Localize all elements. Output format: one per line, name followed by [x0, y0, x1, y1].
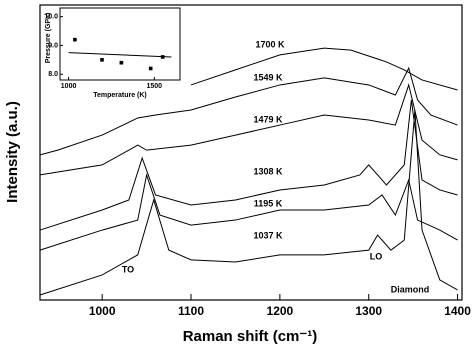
y-axis-label: Intensity (a.u.) [4, 101, 21, 203]
inset-frame [59, 7, 181, 81]
series-label: 1037 K [253, 230, 283, 240]
annotation: TO [122, 264, 134, 274]
series-label: 1549 K [253, 72, 283, 82]
x-tick-label: 1000 [89, 304, 116, 318]
series-label: 1308 K [253, 166, 283, 176]
annotation: LO [370, 251, 383, 261]
inset-x-tick-label: 1500 [146, 83, 162, 90]
spectrum-line [39, 66, 458, 156]
x-tick-label: 1100 [178, 304, 204, 318]
spectrum-line [39, 109, 458, 296]
x-axis-label: Raman shift (cm⁻¹) [183, 328, 318, 345]
series-label: 1700 K [255, 39, 285, 49]
spectrum-line [39, 99, 458, 231]
inset-point [148, 66, 153, 71]
inset-point [160, 55, 165, 59]
spectrum-line [39, 83, 458, 176]
spectrum-line [190, 47, 458, 91]
spectrum-line [39, 172, 458, 251]
inset-point [100, 58, 104, 62]
inset-y-tick-label: 10.0 [44, 13, 58, 20]
inset-y-tick-label: 8.0 [48, 71, 58, 78]
inset-point [119, 60, 124, 65]
plot-frame [39, 4, 463, 301]
inset-fit-line [68, 52, 172, 58]
inset-x-label: Temperature (K) [93, 92, 147, 99]
x-tick-label: 1400 [444, 304, 471, 318]
inset-y-label: Pressure (GPa) [45, 13, 52, 64]
inset-x-tick-label: 1000 [61, 83, 77, 90]
annotation: Diamond [391, 284, 430, 294]
x-tick-label: 1200 [267, 304, 294, 318]
series-label: 1479 K [253, 114, 283, 124]
series-label: 1195 K [254, 198, 283, 208]
x-tick-label: 1300 [355, 304, 382, 318]
inset-y-tick-label: 9.0 [48, 42, 58, 49]
inset-point [73, 37, 77, 42]
